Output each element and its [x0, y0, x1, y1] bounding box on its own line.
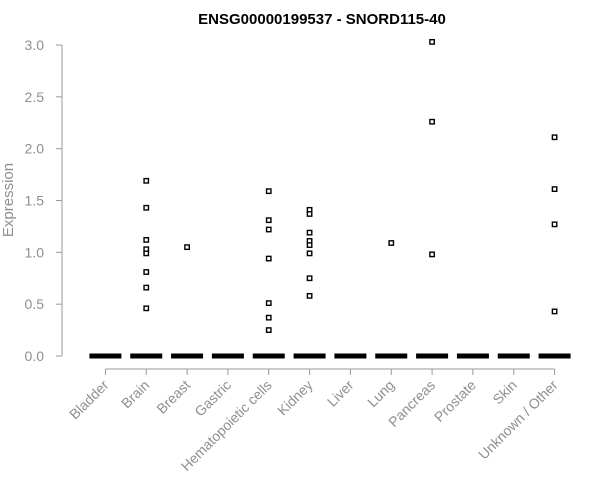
data-point	[388, 240, 395, 246]
y-axis-label: Expression	[0, 163, 17, 237]
data-point	[143, 204, 150, 211]
data-point	[306, 292, 313, 299]
y-tick-label: 3.0	[25, 37, 45, 53]
x-tick-label: Prostate	[431, 377, 479, 425]
y-tick-label: 0.5	[25, 296, 45, 312]
data-point	[265, 226, 272, 233]
data-point	[551, 134, 558, 141]
data-point	[306, 211, 313, 217]
data-point	[429, 118, 435, 125]
data-point	[143, 284, 150, 291]
x-tick-label: Breast	[153, 377, 193, 417]
y-tick-label: 2.0	[25, 141, 45, 157]
x-tick-label: Kidney	[274, 377, 316, 419]
data-point	[265, 255, 272, 262]
data-point	[551, 308, 558, 315]
data-point	[551, 221, 558, 228]
data-point	[184, 244, 190, 251]
y-tick-label: 2.5	[25, 89, 45, 105]
x-tick-label: Lung	[364, 377, 397, 410]
x-tick-label: Brain	[118, 377, 152, 411]
data-point	[429, 251, 435, 258]
data-point	[306, 250, 313, 257]
y-tick-label: 1.5	[25, 193, 45, 209]
data-point	[265, 327, 272, 333]
data-point	[429, 38, 435, 45]
data-point	[143, 177, 150, 184]
x-tick-label: Liver	[324, 377, 357, 410]
y-tick-label: 0.0	[25, 348, 45, 364]
data-point	[306, 275, 313, 282]
data-point	[265, 188, 272, 195]
chart-title: ENSG00000199537 - SNORD115-40	[198, 11, 446, 28]
y-tick-label: 1.0	[25, 244, 45, 260]
x-tick-label: Bladder	[66, 377, 112, 423]
data-point	[306, 242, 313, 248]
x-tick-label: Skin	[489, 377, 520, 408]
data-point	[551, 186, 558, 192]
y-axis: 0.0 0.5 1.0 1.5 2.0 2.5 3.0	[25, 37, 63, 364]
data-points	[143, 38, 558, 333]
data-point	[265, 314, 272, 321]
data-point	[265, 300, 272, 307]
data-point	[143, 236, 150, 243]
data-point	[143, 269, 150, 275]
data-point	[306, 229, 313, 236]
data-point	[143, 305, 150, 312]
data-point	[143, 250, 150, 257]
data-point	[265, 217, 272, 224]
